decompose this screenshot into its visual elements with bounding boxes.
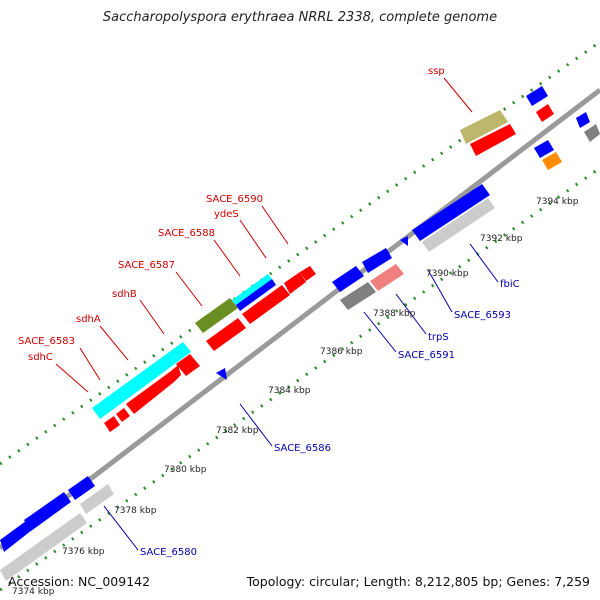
gene-blue-small bbox=[400, 236, 408, 246]
scale-label: 7382 kbp bbox=[216, 426, 259, 436]
gene-label-ssp: ssp bbox=[428, 66, 445, 77]
gene-cyan-sdhA bbox=[92, 342, 191, 419]
gene-gray-fbiC bbox=[422, 198, 495, 252]
gene-blue-ydeS bbox=[236, 279, 276, 311]
leader-SACE_6588 bbox=[213, 239, 241, 277]
leader-SACE_6587 bbox=[175, 271, 203, 307]
leader-sdhC bbox=[55, 363, 89, 393]
scale-label: 7392 kbp bbox=[480, 234, 523, 244]
inner-tick-track bbox=[0, 166, 600, 592]
gene-label-sdhA: sdhA bbox=[76, 314, 101, 325]
gene-blue-6580c bbox=[68, 476, 95, 500]
gene-label-SACE_6586: SACE_6586 bbox=[274, 443, 331, 454]
scale-label: 7378 kbp bbox=[114, 506, 157, 516]
gene-red-sdhB bbox=[126, 365, 181, 414]
genome-backbone bbox=[0, 88, 600, 550]
scale-label: 7386 kbp bbox=[320, 347, 363, 357]
gene-blue-right bbox=[534, 140, 554, 158]
gene-red-1 bbox=[104, 416, 120, 432]
gene-red-6590b bbox=[284, 272, 306, 294]
gene-blue-top2 bbox=[576, 112, 590, 128]
gene-label-sdhC: sdhC bbox=[28, 352, 53, 363]
gene-label-SACE_6593: SACE_6593 bbox=[454, 310, 511, 321]
gene-blue-6593 bbox=[412, 184, 490, 241]
gene-gray-6580a bbox=[0, 513, 87, 581]
gene-blue-6580b bbox=[24, 492, 71, 531]
scale-label: 7388 kbp bbox=[373, 309, 416, 319]
gene-red-top bbox=[536, 104, 554, 122]
gene-red-6590c bbox=[300, 266, 316, 281]
gene-gray-top bbox=[584, 124, 600, 142]
gene-red-2 bbox=[116, 408, 130, 422]
gene-label-trpS: trpS bbox=[428, 332, 449, 343]
leader-sdhB bbox=[139, 299, 165, 335]
gene-label-SACE_6591: SACE_6591 bbox=[398, 350, 455, 361]
leader-sdhA bbox=[99, 325, 129, 361]
scale-label: 7394 kbp bbox=[536, 197, 579, 207]
gene-blue-6586 bbox=[216, 368, 227, 380]
gene-label-ydeS: ydeS bbox=[214, 209, 239, 220]
scale-label: 7384 kbp bbox=[268, 386, 311, 396]
genome-summary-text: Topology: circular; Length: 8,212,805 bp… bbox=[246, 574, 590, 589]
leader-SACE_6580 bbox=[103, 505, 139, 551]
gene-red-ssp bbox=[470, 124, 516, 156]
gene-blue-top1 bbox=[526, 86, 548, 106]
outer-tick-track bbox=[0, 40, 600, 466]
accession-text: Accession: NC_009142 bbox=[8, 574, 151, 589]
leader-ydeS bbox=[239, 219, 267, 259]
gene-red-6588b bbox=[206, 318, 246, 351]
leader-ssp bbox=[443, 77, 473, 113]
gene-gray-6580b bbox=[80, 484, 114, 514]
gene-gray-6591 bbox=[340, 282, 376, 310]
gene-orange-right bbox=[542, 152, 562, 170]
leader-SACE_6590 bbox=[261, 205, 289, 245]
gene-blue-6591a bbox=[332, 266, 364, 292]
leader-trpS bbox=[395, 293, 427, 335]
leader-SACE_6586 bbox=[239, 403, 273, 447]
map-title: Saccharopolyspora erythraea NRRL 2338, c… bbox=[102, 10, 498, 25]
gene-label-SACE_6588: SACE_6588 bbox=[158, 228, 215, 239]
scale-label: 7390 kbp bbox=[426, 269, 469, 279]
scale-label: 7376 kbp bbox=[62, 547, 105, 557]
scale-label: 7374 kbp bbox=[12, 587, 55, 597]
gene-red-6590a bbox=[242, 285, 290, 324]
gene-khaki-ssp bbox=[460, 110, 508, 144]
leader-SACE_6591 bbox=[363, 311, 397, 353]
gene-label-sdhB: sdhB bbox=[112, 289, 137, 300]
gene-blue-6580a bbox=[0, 521, 32, 552]
gene-olive-6588 bbox=[195, 298, 238, 333]
scale-label: 7380 kbp bbox=[164, 465, 207, 475]
gene-pink-trpS bbox=[370, 264, 404, 291]
leader-SACE_6593 bbox=[427, 269, 453, 313]
gene-label-SACE_6580: SACE_6580 bbox=[140, 547, 197, 558]
gene-label-SACE_6583: SACE_6583 bbox=[18, 336, 75, 347]
gene-label-SACE_6587: SACE_6587 bbox=[118, 260, 175, 271]
gene-red-6587 bbox=[176, 354, 200, 376]
gene-label-fbiC: fbiC bbox=[500, 279, 520, 290]
leader-fbiC bbox=[469, 243, 499, 283]
gene-label-SACE_6590: SACE_6590 bbox=[206, 194, 263, 205]
leader-SACE_6583 bbox=[79, 347, 101, 381]
gene-blue-6591b bbox=[362, 248, 392, 273]
